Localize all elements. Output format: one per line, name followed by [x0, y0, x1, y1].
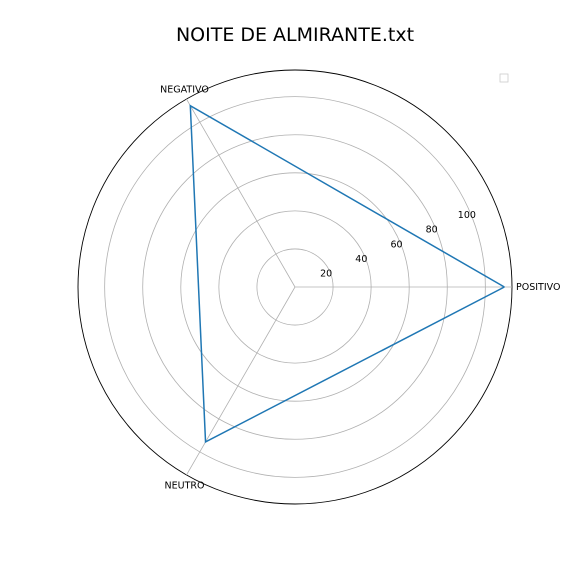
labels-layer: 20 40 60 80 100 POSITIVO NEGATIVO NEUTRO	[160, 85, 560, 492]
spoke-line	[186, 98, 296, 288]
r-tick-label: 20	[320, 268, 332, 279]
series-line	[189, 104, 505, 444]
chart-title: NOITE DE ALMIRANTE.txt	[176, 24, 414, 46]
spoke-line	[186, 286, 296, 476]
r-tick-label: 100	[458, 210, 476, 221]
r-tick-label: 60	[390, 239, 402, 250]
grid-layer	[104, 96, 512, 478]
category-label: POSITIVO	[516, 282, 560, 293]
r-tick-label: 80	[426, 225, 438, 236]
legend-box	[499, 73, 509, 83]
series-layer	[189, 104, 505, 444]
category-label: NEUTRO	[165, 480, 205, 491]
r-tick-label: 40	[355, 254, 367, 265]
category-label: NEGATIVO	[160, 85, 209, 96]
